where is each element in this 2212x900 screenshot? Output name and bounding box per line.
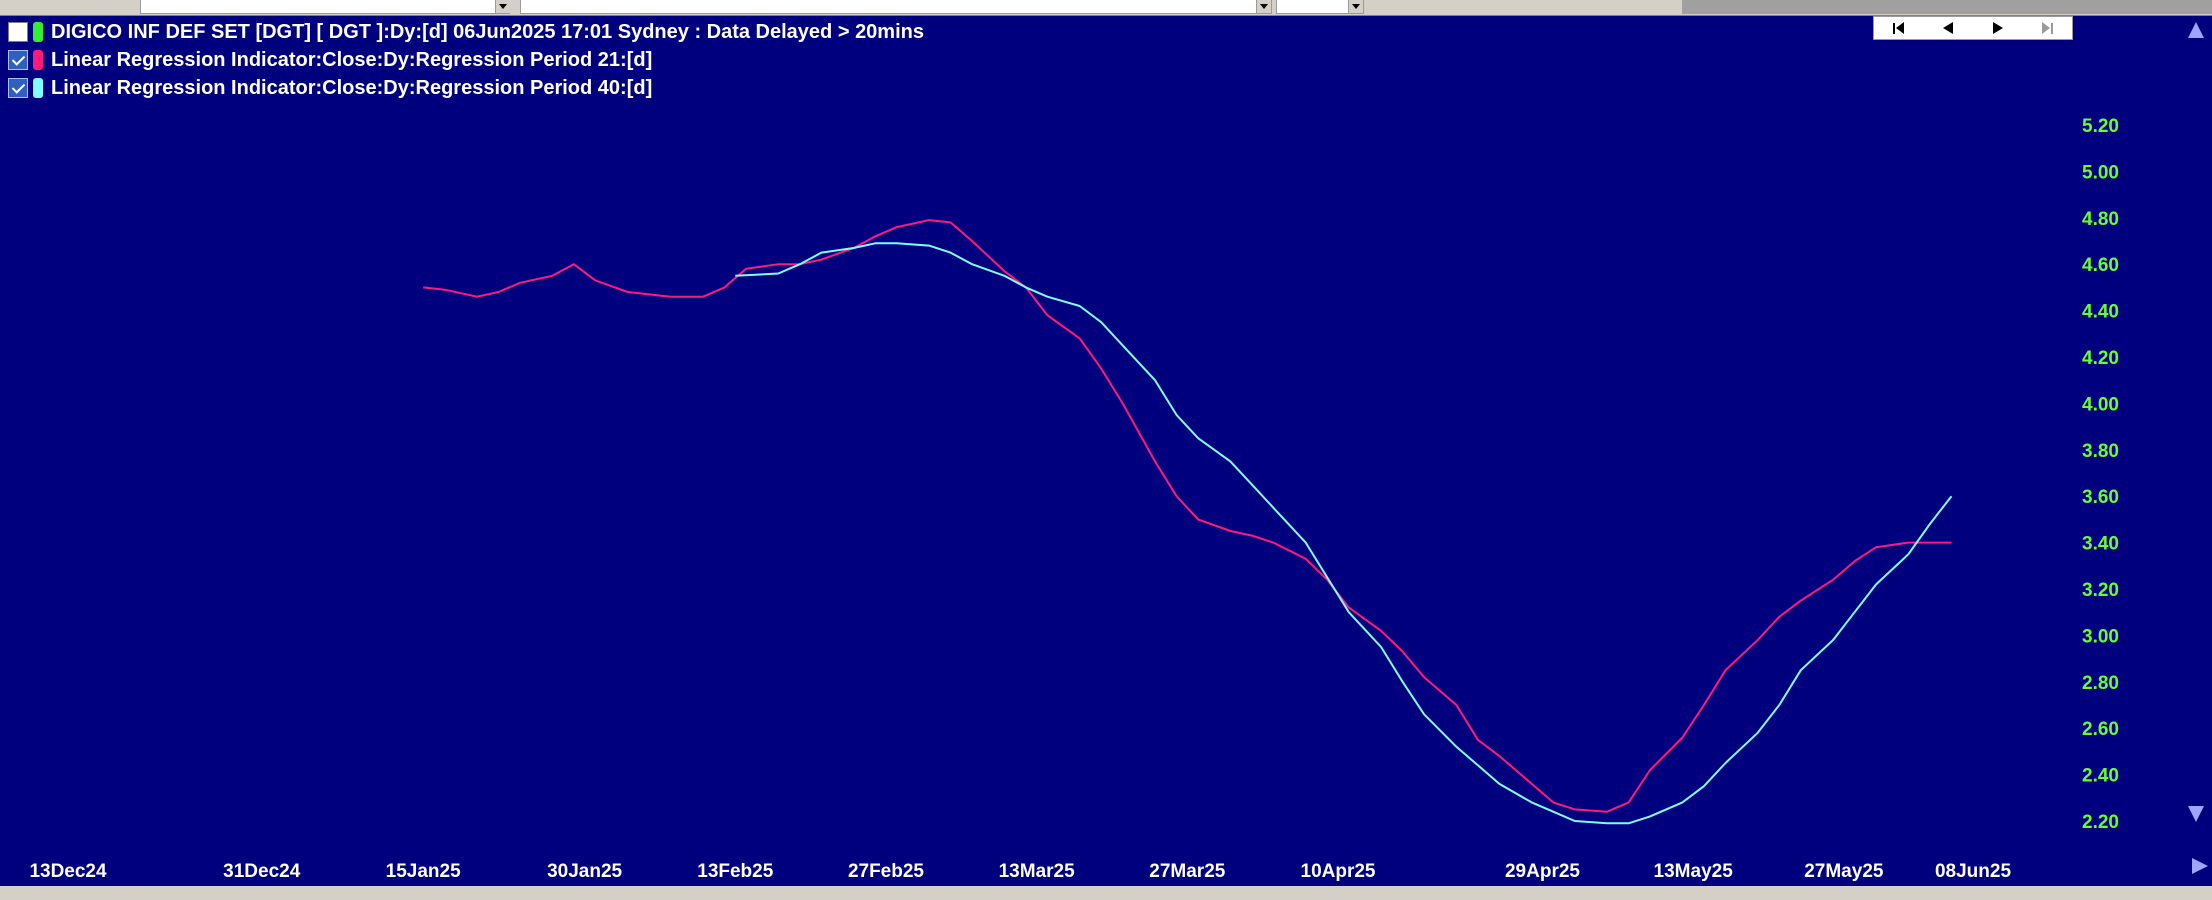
toolbar-strip xyxy=(0,0,2212,16)
x-tick-label: 13Mar25 xyxy=(999,861,1075,882)
y-tick-label: 4.40 xyxy=(2082,302,2119,323)
toolbar-gray-area xyxy=(1682,0,2212,14)
x-tick-label: 10Apr25 xyxy=(1301,861,1376,882)
price-chart-plot: 5.20 5.00 4.80 4.60 4.40 4.20 4.00 3.80 3.60 3.40… xyxy=(29,116,2119,882)
x-tick-label: 27Feb25 xyxy=(848,861,924,882)
x-tick-label: 31Dec24 xyxy=(223,861,301,882)
y-tick-label: 2.60 xyxy=(2082,719,2119,740)
series-40-label: Linear Regression Indicator:Close:Dy:Reg… xyxy=(51,76,653,99)
x-tick-label: 13Feb25 xyxy=(697,861,773,882)
toolbar-field-1[interactable] xyxy=(140,0,510,14)
y-tick-label: 2.80 xyxy=(2082,673,2119,694)
series-layer xyxy=(423,219,1953,825)
scroll-up-icon[interactable] xyxy=(2188,22,2204,38)
toolbar-field-3[interactable] xyxy=(1276,0,1364,14)
x-tick-label: 13May25 xyxy=(1654,861,1734,882)
toolbar-dropdown-3-chevron-down-icon[interactable] xyxy=(1348,0,1363,13)
scroll-down-icon[interactable] xyxy=(2188,806,2204,822)
series-21-color-swatch xyxy=(33,50,43,70)
y-tick-label: 5.20 xyxy=(2082,116,2119,137)
y-tick-label: 4.80 xyxy=(2082,209,2119,230)
series-21-label: Linear Regression Indicator:Close:Dy:Reg… xyxy=(51,48,653,71)
y-tick-label: 4.20 xyxy=(2082,348,2119,369)
y-tick-label: 3.20 xyxy=(2082,580,2119,601)
y-tick-label: 3.60 xyxy=(2082,487,2119,508)
y-tick-label: 5.00 xyxy=(2082,162,2119,183)
legend-series-40-row: Linear Regression Indicator:Close:Dy:Reg… xyxy=(8,76,652,100)
x-tick-label: 08Jun25 xyxy=(1935,861,2011,882)
series-period-21-line xyxy=(423,219,1952,813)
toolbar-dropdown-1-chevron-down-icon[interactable] xyxy=(495,0,510,13)
y-tick-label: 3.80 xyxy=(2082,441,2119,462)
x-tick-label: 30Jan25 xyxy=(547,861,622,882)
toolbar-dropdown-2-chevron-down-icon[interactable] xyxy=(1256,0,1271,13)
legend-header-row: DIGICO INF DEF SET [DGT] [ DGT ]:Dy:[d] … xyxy=(8,20,924,44)
status-strip xyxy=(0,886,2212,900)
y-tick-label: 2.20 xyxy=(2082,812,2119,833)
y-tick-label: 3.40 xyxy=(2082,534,2119,555)
x-tick-label: 13Dec24 xyxy=(29,861,107,882)
chart-navigator xyxy=(1873,16,2073,40)
instrument-header: DIGICO INF DEF SET [DGT] [ DGT ]:Dy:[d] … xyxy=(51,20,924,43)
x-tick-label: 29Apr25 xyxy=(1505,861,1580,882)
x-tick-label: 15Jan25 xyxy=(386,861,461,882)
legend-series-21-row: Linear Regression Indicator:Close:Dy:Reg… xyxy=(8,48,652,72)
y-tick-label: 3.00 xyxy=(2082,626,2119,647)
x-tick-label: 27Mar25 xyxy=(1149,861,1225,882)
scroll-right-icon[interactable] xyxy=(2192,858,2208,874)
series-40-color-swatch xyxy=(33,78,43,98)
y-tick-label: 4.00 xyxy=(2082,394,2119,415)
y-axis: 5.20 5.00 4.80 4.60 4.40 4.20 4.00 3.80 3.60 3.40… xyxy=(2082,116,2119,833)
chart-panel[interactable]: DIGICO INF DEF SET [DGT] [ DGT ]:Dy:[d] … xyxy=(0,16,2212,886)
header-checkbox[interactable] xyxy=(8,22,28,42)
series-period-40-line xyxy=(735,242,1953,825)
y-tick-label: 2.40 xyxy=(2082,766,2119,787)
series-21-checkbox[interactable] xyxy=(8,50,28,70)
series-40-checkbox[interactable] xyxy=(8,78,28,98)
toolbar-field-2[interactable] xyxy=(520,0,1272,14)
x-tick-label: 27May25 xyxy=(1804,861,1884,882)
x-axis: 13Dec24 31Dec24 15Jan25 30Jan25 13Feb25 27Feb… xyxy=(29,861,2011,882)
header-color-swatch xyxy=(33,22,43,42)
y-tick-label: 4.60 xyxy=(2082,255,2119,276)
